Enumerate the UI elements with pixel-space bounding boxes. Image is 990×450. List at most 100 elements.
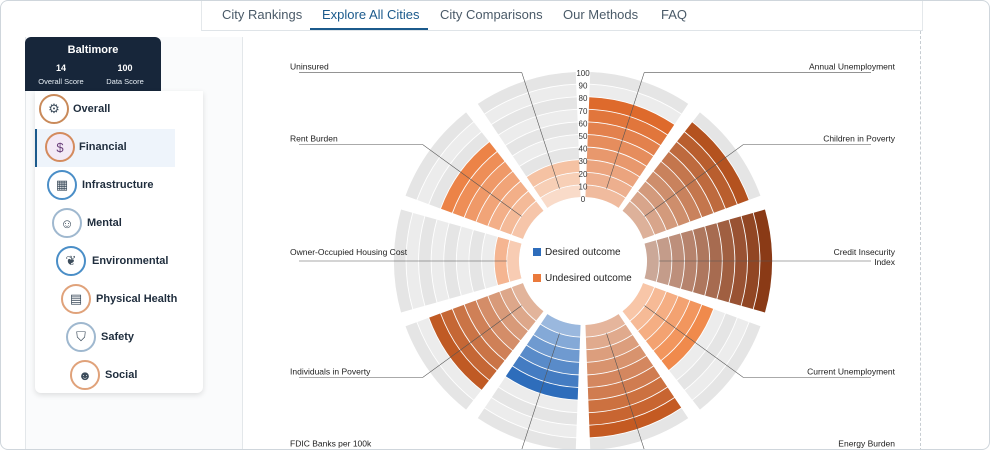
category-leader-line bbox=[299, 305, 522, 378]
polar-grid-cell bbox=[417, 317, 482, 400]
polar-bar-segment[interactable] bbox=[586, 345, 647, 375]
r-tick-label: 70 bbox=[579, 107, 588, 116]
polar-bar-segment[interactable] bbox=[587, 356, 654, 388]
data-score-value: 100 bbox=[117, 63, 133, 73]
category-label: Credit Insecurity Index bbox=[834, 247, 896, 267]
r-tick-label: 30 bbox=[579, 157, 588, 166]
category-leader-line bbox=[644, 144, 871, 217]
polar-bar-segment[interactable] bbox=[476, 296, 521, 351]
polar-bar-segment[interactable] bbox=[653, 161, 702, 222]
polar-grid-cell bbox=[589, 408, 689, 449]
polar-grid-cell bbox=[491, 387, 578, 425]
tab-our-methods[interactable]: Our Methods bbox=[563, 7, 639, 22]
polar-bar-segment[interactable] bbox=[464, 300, 513, 361]
polar-bar-segment[interactable] bbox=[587, 134, 654, 166]
polar-bar-segment[interactable] bbox=[476, 171, 521, 226]
sidebar-item-label: Overall bbox=[73, 103, 111, 115]
r-tick-label: 40 bbox=[579, 145, 588, 154]
polar-bar-segment[interactable] bbox=[638, 181, 678, 231]
polar-bar-segment[interactable] bbox=[661, 304, 714, 370]
polar-bar-segment[interactable] bbox=[622, 283, 655, 321]
polar-bar-segment[interactable] bbox=[588, 97, 675, 135]
polar-bar-segment[interactable] bbox=[588, 377, 668, 413]
polar-bar-segment[interactable] bbox=[452, 152, 505, 218]
polar-bar-segment[interactable] bbox=[500, 287, 536, 331]
polar-bar-segment[interactable] bbox=[507, 240, 522, 282]
sidebar-item-label: Environmental bbox=[92, 255, 169, 267]
polar-grid-cell bbox=[484, 397, 577, 438]
polar-bar-segment[interactable] bbox=[441, 142, 497, 213]
polar-bar-segment[interactable] bbox=[586, 160, 640, 187]
polar-bar-segment[interactable] bbox=[452, 304, 505, 370]
clipboard-icon: ▤ bbox=[61, 284, 91, 314]
polar-bar-segment[interactable] bbox=[677, 132, 737, 209]
polar-bar-segment[interactable] bbox=[586, 147, 647, 177]
polar-bar-segment[interactable] bbox=[585, 172, 633, 198]
polar-bar-segment[interactable] bbox=[500, 191, 536, 235]
sidebar-item-infrastructure[interactable]: ▦ Infrastructure bbox=[35, 167, 203, 205]
polar-bar-segment[interactable] bbox=[645, 171, 690, 226]
polar-bar-segment[interactable] bbox=[589, 397, 682, 438]
sidebar-item-overall[interactable]: ⚙ Overall bbox=[35, 91, 203, 129]
polar-bar-segment[interactable] bbox=[586, 335, 640, 362]
polar-bar-segment[interactable] bbox=[511, 201, 544, 239]
sidebar-item-safety[interactable]: ⛉ Safety bbox=[35, 319, 203, 357]
polar-bar-segment[interactable] bbox=[588, 109, 668, 145]
polar-bar-segment[interactable] bbox=[540, 185, 581, 208]
category-label: Energy Burden bbox=[838, 438, 895, 448]
polar-bar-segment[interactable] bbox=[585, 314, 626, 337]
polar-bar-segment[interactable] bbox=[511, 283, 544, 321]
sidebar-item-financial[interactable]: $ Financial bbox=[35, 129, 175, 167]
r-tick-label: 50 bbox=[579, 132, 588, 141]
polar-grid-cell bbox=[417, 122, 482, 205]
polar-bar-segment[interactable] bbox=[630, 191, 666, 235]
polar-bar-segment[interactable] bbox=[585, 324, 633, 350]
tab-explore-all-cities[interactable]: Explore All Cities bbox=[322, 7, 420, 22]
polar-grid-cell bbox=[519, 147, 580, 177]
polar-bar-segment[interactable] bbox=[585, 185, 626, 208]
tab-faq[interactable]: FAQ bbox=[661, 7, 688, 22]
polar-bar-segment[interactable] bbox=[587, 122, 661, 156]
polar-bar-segment[interactable] bbox=[653, 300, 702, 361]
polar-bar-segment[interactable] bbox=[533, 172, 581, 198]
polar-bar-segment[interactable] bbox=[512, 356, 579, 388]
polar-bar-segment[interactable] bbox=[505, 366, 579, 400]
legend-undesired-swatch bbox=[533, 274, 541, 282]
sidebar-item-label: Physical Health bbox=[96, 293, 178, 305]
polar-grid-cell bbox=[477, 72, 577, 114]
polar-bar-segment[interactable] bbox=[684, 122, 749, 205]
category-leader-line bbox=[606, 72, 871, 189]
polar-bar-segment[interactable] bbox=[587, 366, 661, 400]
polar-bar-segment[interactable] bbox=[526, 160, 580, 187]
sidebar-item-mental[interactable]: ☺ Mental bbox=[35, 205, 203, 243]
overall-score-label: Overall Score bbox=[38, 77, 84, 86]
polar-bar-segment[interactable] bbox=[669, 142, 725, 213]
polar-bar-segment[interactable] bbox=[622, 201, 655, 239]
polar-grid-cell bbox=[405, 112, 474, 200]
polar-bar-segment[interactable] bbox=[533, 324, 581, 350]
polar-bar-segment[interactable] bbox=[441, 309, 497, 380]
sidebar-item-social[interactable]: ☻ Social bbox=[35, 357, 203, 395]
sidebar-item-environmental[interactable]: ❦ Environmental bbox=[35, 243, 203, 281]
polar-bar-segment[interactable] bbox=[644, 240, 659, 282]
sidebar-item-physical-health[interactable]: ▤ Physical Health bbox=[35, 281, 203, 319]
polar-bar-segment[interactable] bbox=[526, 335, 580, 362]
top-navigation: City Rankings Explore All Cities City Co… bbox=[1, 1, 989, 31]
sidebar-item-label: Mental bbox=[87, 217, 122, 229]
polar-grid-cell bbox=[692, 112, 761, 200]
polar-bar-segment[interactable] bbox=[661, 152, 714, 218]
polar-grid-cell bbox=[498, 109, 578, 145]
polar-bar-segment[interactable] bbox=[638, 291, 678, 341]
polar-bar-segment[interactable] bbox=[630, 287, 666, 331]
polar-bar-segment[interactable] bbox=[519, 345, 580, 375]
polar-bar-segment[interactable] bbox=[588, 387, 675, 425]
polar-bar-segment[interactable] bbox=[464, 161, 513, 222]
tab-city-comparisons[interactable]: City Comparisons bbox=[440, 7, 543, 22]
polar-bar-segment[interactable] bbox=[429, 313, 489, 390]
category-label: Individuals in Poverty bbox=[290, 366, 371, 376]
polar-bar-segment[interactable] bbox=[488, 291, 528, 341]
polar-bar-segment[interactable] bbox=[488, 181, 528, 231]
polar-bar-segment[interactable] bbox=[540, 314, 581, 337]
tab-city-rankings[interactable]: City Rankings bbox=[222, 7, 303, 22]
polar-bar-segment[interactable] bbox=[645, 296, 690, 351]
